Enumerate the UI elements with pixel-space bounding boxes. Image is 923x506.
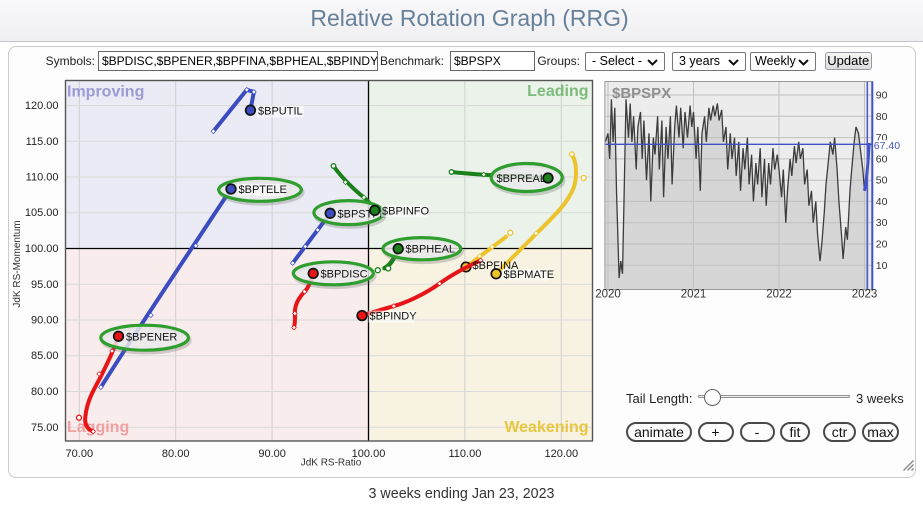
svg-text:80.00: 80.00 [31, 386, 59, 398]
svg-text:50: 50 [876, 175, 888, 187]
svg-text:110.00: 110.00 [448, 448, 481, 460]
svg-text:40: 40 [876, 196, 888, 208]
svg-text:$BPTELE: $BPTELE [239, 184, 287, 196]
svg-text:100.00: 100.00 [352, 448, 386, 460]
svg-text:$BPHEAL: $BPHEAL [406, 244, 456, 256]
svg-text:Weakening: Weakening [504, 419, 588, 436]
svg-text:2023: 2023 [852, 289, 878, 301]
svg-text:JdK RS-Momentum: JdK RS-Momentum [12, 220, 23, 307]
svg-text:70.00: 70.00 [66, 448, 94, 460]
svg-text:110.00: 110.00 [26, 172, 59, 184]
svg-text:$BPSPX: $BPSPX [612, 85, 671, 102]
svg-text:$BPREAL: $BPREAL [496, 173, 546, 185]
svg-text:75.00: 75.00 [31, 422, 59, 434]
svg-text:JdK RS-Ratio: JdK RS-Ratio [301, 458, 362, 469]
svg-text:Leading: Leading [527, 83, 588, 100]
svg-text:30: 30 [876, 217, 888, 229]
svg-text:10: 10 [876, 260, 888, 272]
svg-text:$BPDISC: $BPDISC [321, 268, 368, 280]
svg-text:$BPENER: $BPENER [126, 331, 177, 343]
svg-text:20: 20 [876, 239, 888, 251]
svg-text:120.00: 120.00 [25, 100, 59, 112]
svg-text:60: 60 [876, 153, 888, 165]
svg-text:Lagging: Lagging [67, 419, 129, 436]
svg-text:120.00: 120.00 [544, 448, 578, 460]
svg-text:80: 80 [876, 111, 888, 123]
svg-text:$BPMATE: $BPMATE [504, 269, 555, 281]
svg-text:Improving: Improving [67, 84, 144, 101]
svg-text:85.00: 85.00 [31, 350, 59, 362]
svg-text:115.00: 115.00 [26, 136, 59, 148]
svg-text:2021: 2021 [681, 289, 707, 301]
svg-text:67.40: 67.40 [874, 140, 900, 152]
svg-text:90: 90 [876, 90, 888, 102]
svg-text:2020: 2020 [595, 289, 621, 301]
svg-text:$BPUTIL: $BPUTIL [258, 106, 303, 118]
svg-text:2022: 2022 [766, 289, 792, 301]
svg-text:95.00: 95.00 [31, 279, 59, 291]
svg-text:$BPINDY: $BPINDY [370, 311, 418, 323]
svg-text:$BPINFO: $BPINFO [382, 205, 430, 217]
svg-text:90.00: 90.00 [258, 448, 286, 460]
svg-text:90.00: 90.00 [31, 315, 59, 327]
svg-text:100.00: 100.00 [25, 243, 59, 255]
svg-text:80.00: 80.00 [162, 448, 190, 460]
svg-text:105.00: 105.00 [25, 207, 59, 219]
svg-text:70: 70 [876, 132, 888, 144]
